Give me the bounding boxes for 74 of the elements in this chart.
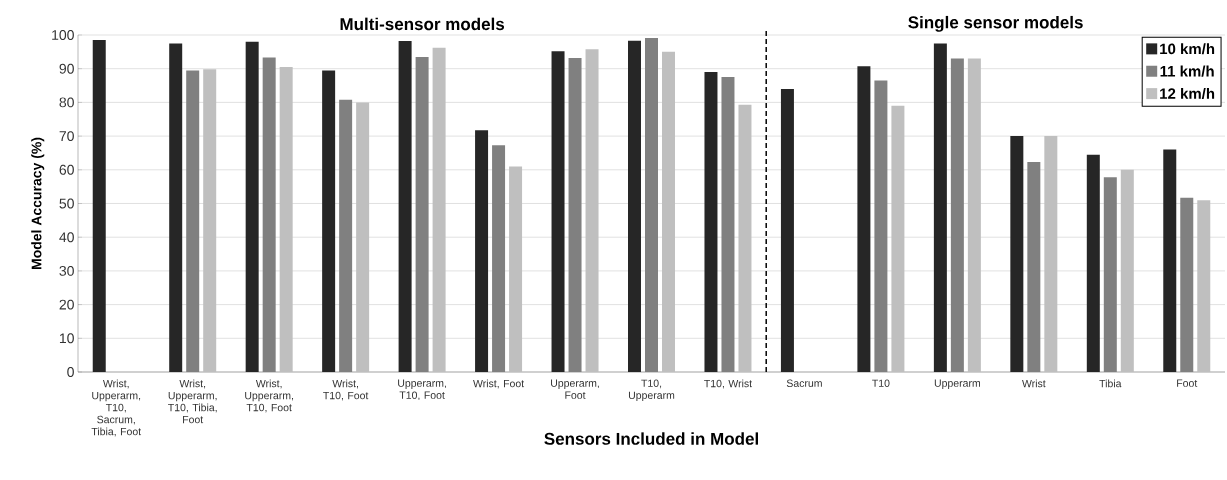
legend-label: 11 km/h	[1160, 65, 1214, 77]
x-tick-label: Upperarm, T10, Foot	[398, 379, 446, 401]
y-tick-label: 50	[59, 198, 74, 209]
x-tick-label: Wrist, Upperarm, T10, Foot	[245, 379, 294, 413]
y-tick-label: 0	[67, 367, 74, 377]
text: Single sensor models	[908, 15, 1083, 32]
bar	[704, 72, 718, 372]
bar	[933, 43, 947, 372]
y-tick-label: 100	[52, 30, 74, 40]
bar	[356, 102, 370, 372]
x-tick-label: T10	[872, 379, 890, 387]
bar	[780, 88, 794, 372]
bar	[169, 43, 183, 372]
bar	[967, 58, 981, 372]
x-tick-label: T10, Wrist	[704, 379, 753, 389]
bar	[203, 69, 217, 372]
y-tick-label: 40	[59, 232, 74, 243]
bar	[92, 40, 106, 372]
y-axis-title: Model Accuracy (%)	[31, 137, 45, 270]
y-tick-label: 70	[59, 131, 74, 142]
x-tick-label: Sacrum	[786, 379, 822, 387]
x-tick-label: Foot	[1177, 379, 1198, 387]
x-axis-title: Sensors Included in Model	[544, 432, 758, 445]
y-tick-label: 80	[59, 97, 74, 108]
bar	[322, 70, 336, 372]
bar	[738, 104, 752, 372]
x-tick-label: Wrist, Upperarm, T10, Sacrum, Tibia, Foot	[91, 379, 142, 437]
bar	[568, 57, 582, 372]
bar	[1010, 136, 1024, 372]
bar	[874, 80, 888, 372]
x-tick-label: Wrist	[1022, 379, 1046, 388]
x-tick-label: Wrist, Foot	[473, 379, 525, 389]
text: Multi-sensor models	[340, 17, 505, 31]
legend-label: 12 km/h	[1160, 87, 1215, 100]
bar	[551, 51, 565, 372]
bar	[645, 38, 658, 372]
bar	[492, 145, 506, 372]
bar	[245, 41, 259, 372]
x-tick-label: Tibia	[1099, 379, 1122, 388]
bar	[1120, 169, 1134, 372]
y-tick-label: 10	[59, 333, 74, 344]
bar	[1086, 154, 1100, 372]
y-tick-label: 90	[59, 63, 74, 74]
bar	[475, 130, 489, 372]
bar	[1027, 162, 1041, 372]
bar	[857, 66, 871, 372]
bar	[585, 49, 599, 372]
bar	[1044, 136, 1058, 372]
y-tick-label: 60	[59, 164, 74, 175]
x-tick-label: Wrist, Upperarm, T10, Tibia, Foot	[168, 379, 217, 424]
bar	[1163, 149, 1177, 372]
bar	[186, 70, 200, 372]
bar	[1103, 177, 1117, 372]
x-tick-label: Upperarm	[934, 379, 980, 389]
bar	[415, 56, 429, 372]
bar	[950, 58, 964, 372]
bar	[509, 166, 523, 372]
bar	[628, 40, 641, 372]
bar	[721, 77, 735, 372]
legend-label: 10 km/h	[1160, 43, 1215, 55]
x-tick-label: T10, Upperarm	[628, 379, 675, 402]
bar	[279, 67, 293, 372]
bar	[1197, 200, 1211, 372]
bar	[398, 41, 412, 372]
y-tick-label: 30	[59, 265, 74, 276]
bar	[262, 57, 276, 372]
x-tick-label: Wrist, T10, Foot	[323, 379, 369, 401]
x-tick-label: Upperarm, Foot	[551, 379, 599, 399]
bar	[339, 99, 353, 372]
bar	[662, 51, 675, 372]
bar	[1180, 197, 1194, 372]
bar	[432, 47, 446, 372]
bar	[891, 105, 905, 372]
y-tick-label: 20	[59, 299, 74, 310]
